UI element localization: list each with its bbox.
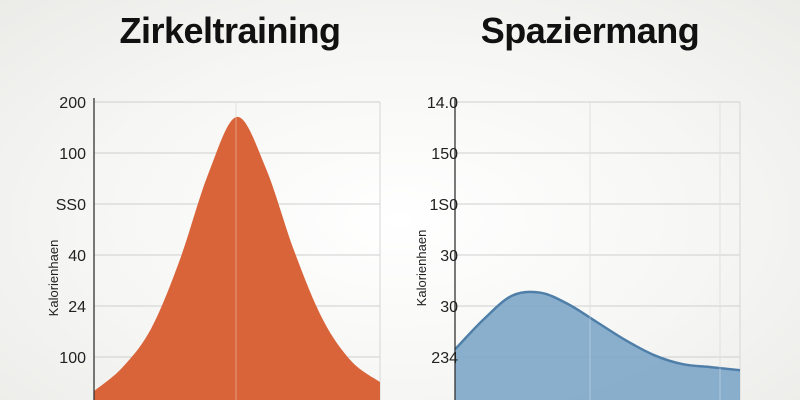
chart-title-spaziermang: Spaziermang	[480, 10, 700, 51]
y-axis-label: Kalorienhaen	[46, 240, 61, 317]
y-tick-label: 30	[440, 248, 458, 265]
chart-title-zirkeltraining: Zirkeltraining	[119, 10, 341, 51]
y-axis-label: Kalorienhaen	[414, 230, 429, 307]
area-series-fill	[455, 291, 740, 400]
y-tick-label: 14.0	[427, 95, 458, 112]
area-series-line	[454, 290, 741, 372]
y-tick-label: 24	[68, 299, 86, 316]
y-tick-label: 100	[59, 146, 86, 163]
y-tick-label: 40	[68, 248, 86, 265]
chart-panel-1: 14.0 150 1S0 30 30 234 Kalorienhaen	[414, 95, 741, 400]
y-tick-label: 30	[440, 299, 458, 316]
chart-panel-0: 200 100 SS0 40 24 100 Kalorienhaen	[46, 95, 381, 400]
area-series-fill	[94, 116, 380, 400]
y-tick-label: 1S0	[430, 197, 459, 214]
y-tick-label: 234	[431, 350, 458, 367]
y-tick-label: 100	[59, 350, 86, 367]
y-tick-label: 200	[59, 95, 86, 112]
y-tick-label: SS0	[56, 197, 86, 214]
y-tick-label: 150	[431, 146, 458, 163]
